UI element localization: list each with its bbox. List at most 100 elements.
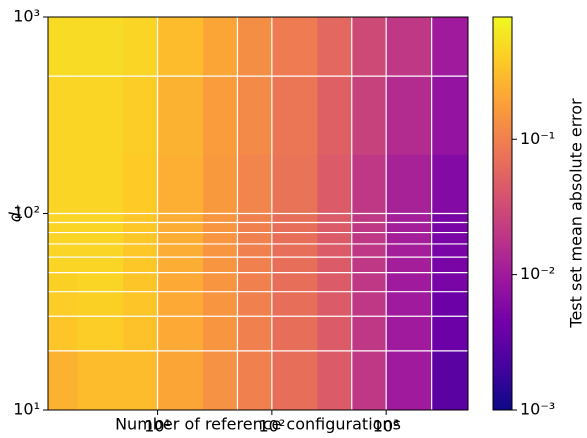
- heatmap-cell: [351, 213, 387, 245]
- heatmap-cell: [48, 272, 79, 293]
- heatmap-cell: [48, 350, 79, 410]
- heatmap-cell: [123, 154, 159, 214]
- heatmap-cell: [48, 213, 79, 245]
- heatmap-cell: [386, 17, 433, 77]
- heatmap-cell: [237, 316, 273, 352]
- heatmap-cell: [317, 316, 353, 352]
- heatmap-cell: [271, 272, 318, 293]
- heatmap-cell: [431, 154, 468, 214]
- heatmap-cell: [271, 243, 318, 274]
- heatmap-cell: [317, 213, 353, 245]
- heatmap-cell: [48, 243, 79, 274]
- x-tick-label: 10²: [258, 417, 285, 435]
- heatmap-cell: [48, 291, 79, 317]
- heatmap-cell: [237, 154, 273, 214]
- y-tick-label: 10¹: [13, 400, 40, 419]
- heatmap-cell: [431, 316, 468, 352]
- heatmap-cell: [203, 17, 238, 77]
- heatmap-cell: [203, 76, 238, 155]
- y-tick-label: 10³: [13, 7, 40, 26]
- heatmap-cell: [77, 243, 124, 274]
- heatmap-cell: [317, 154, 353, 214]
- heatmap: [48, 17, 468, 410]
- heatmap-cell: [237, 17, 273, 77]
- heatmap-cell: [271, 76, 318, 155]
- heatmap-cell: [77, 316, 124, 352]
- colorbar-tick-label: 10⁻³: [520, 400, 555, 419]
- heatmap-cell: [386, 316, 433, 352]
- heatmap-cell: [351, 17, 387, 77]
- heatmap-cell: [317, 272, 353, 293]
- heatmap-cell: [431, 243, 468, 274]
- heatmap-cell: [123, 243, 159, 274]
- heatmap-cell: [271, 213, 318, 245]
- heatmap-cell: [123, 17, 159, 77]
- heatmap-cell: [351, 76, 387, 155]
- heatmap-cell: [77, 272, 124, 293]
- heatmap-cell: [317, 350, 353, 410]
- heatmap-cell: [123, 316, 159, 352]
- heatmap-cell: [123, 272, 159, 293]
- heatmap-cell: [386, 76, 433, 155]
- heatmap-cell: [77, 291, 124, 317]
- heatmap-cell: [386, 272, 433, 293]
- heatmap-cell: [431, 291, 468, 317]
- heatmap-cell: [431, 350, 468, 410]
- heatmap-cell: [271, 154, 318, 214]
- heatmap-cell: [237, 213, 273, 245]
- x-tick-label: 10³: [373, 417, 400, 435]
- heatmap-cell: [386, 291, 433, 317]
- heatmap-cell: [123, 76, 159, 155]
- heatmap-cell: [203, 316, 238, 352]
- heatmap-cell: [77, 154, 124, 214]
- x-axis-label: Number of reference configurations: [115, 415, 401, 434]
- heatmap-cell: [123, 350, 159, 410]
- heatmap-cell: [77, 350, 124, 410]
- heatmap-cell: [271, 316, 318, 352]
- heatmap-cell: [237, 272, 273, 293]
- colorbar-tick-label: 10⁻²: [520, 264, 555, 283]
- heatmap-cell: [203, 291, 238, 317]
- colorbar-label: Test set mean absolute error: [567, 98, 586, 329]
- heatmap-cell: [351, 243, 387, 274]
- heatmap-cell: [271, 17, 318, 77]
- heatmap-cell: [351, 291, 387, 317]
- heatmap-cell: [431, 76, 468, 155]
- heatmap-cell: [157, 76, 204, 155]
- y-axis-label: d₊: [6, 204, 25, 223]
- heatmap-cell: [237, 291, 273, 317]
- heatmap-cell: [157, 243, 204, 274]
- heatmap-cell: [431, 17, 468, 77]
- heatmap-cell: [48, 17, 79, 77]
- heatmap-cell: [351, 350, 387, 410]
- heatmap-cell: [431, 272, 468, 293]
- heatmap-cell: [157, 316, 204, 352]
- heatmap-cell: [203, 243, 238, 274]
- heatmap-cell: [77, 76, 124, 155]
- heatmap-cell: [48, 316, 79, 352]
- heatmap-cell: [317, 243, 353, 274]
- heatmap-cell: [386, 243, 433, 274]
- heatmap-cell: [48, 154, 79, 214]
- heatmap-cell: [157, 272, 204, 293]
- heatmap-cell: [351, 154, 387, 214]
- heatmap-cell: [203, 154, 238, 214]
- heatmap-cell: [431, 213, 468, 245]
- heatmap-cell: [157, 350, 204, 410]
- heatmap-cell: [203, 350, 238, 410]
- y-tick-label: 10²: [13, 203, 40, 222]
- heatmap-cell: [271, 291, 318, 317]
- heatmap-cell: [351, 316, 387, 352]
- heatmap-cell: [123, 213, 159, 245]
- heatmap-cell: [351, 272, 387, 293]
- heatmap-cell: [317, 17, 353, 77]
- heatmap-cell: [157, 291, 204, 317]
- heatmap-cell: [237, 350, 273, 410]
- heatmap-cell: [157, 17, 204, 77]
- heatmap-cell: [386, 154, 433, 214]
- heatmap-cell: [77, 213, 124, 245]
- heatmap-cell: [77, 17, 124, 77]
- heatmap-cell: [317, 291, 353, 317]
- heatmap-cell: [157, 154, 204, 214]
